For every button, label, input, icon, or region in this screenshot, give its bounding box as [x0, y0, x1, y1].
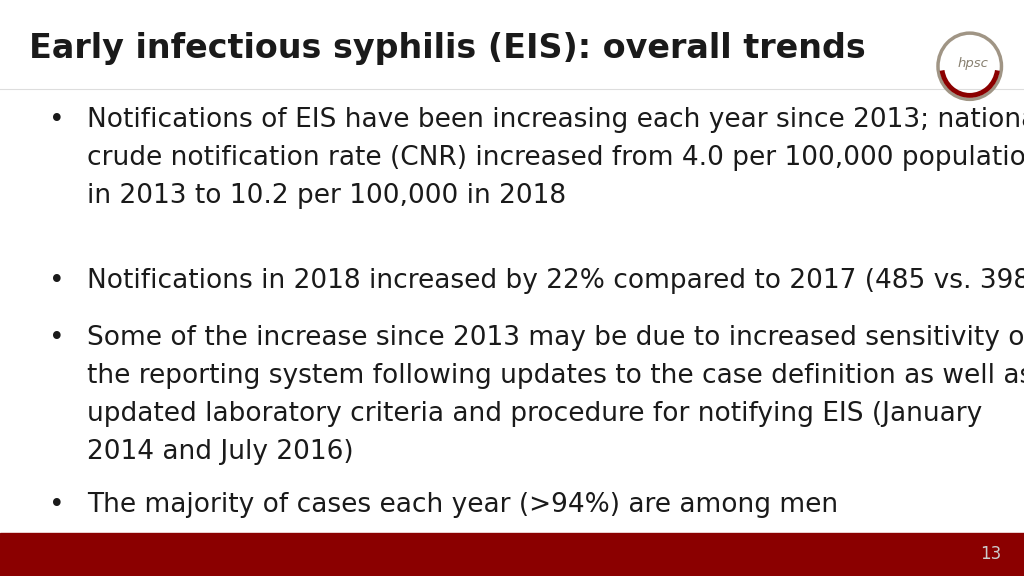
Text: •: •: [48, 492, 65, 518]
Bar: [0, 533, 1024, 576]
Text: The majority of cases each year (>94%) are among men: The majority of cases each year (>94%) a…: [87, 492, 839, 518]
Text: 13: 13: [980, 545, 1001, 563]
Text: in 2013 to 10.2 per 100,000 in 2018: in 2013 to 10.2 per 100,000 in 2018: [87, 183, 566, 209]
Text: Some of the increase since 2013 may be due to increased sensitivity of: Some of the increase since 2013 may be d…: [87, 325, 1024, 351]
Text: the reporting system following updates to the case definition as well as: the reporting system following updates t…: [87, 363, 1024, 389]
Text: Early infectious syphilis (EIS): overall trends: Early infectious syphilis (EIS): overall…: [29, 32, 865, 65]
Text: Notifications in 2018 increased by 22% compared to 2017 (485 vs. 398): Notifications in 2018 increased by 22% c…: [87, 268, 1024, 294]
Text: 2014 and July 2016): 2014 and July 2016): [87, 439, 353, 465]
Text: •: •: [48, 325, 65, 351]
Text: updated laboratory criteria and procedure for notifying EIS (January: updated laboratory criteria and procedur…: [87, 401, 982, 427]
Text: •: •: [48, 107, 65, 132]
Text: crude notification rate (CNR) increased from 4.0 per 100,000 population: crude notification rate (CNR) increased …: [87, 145, 1024, 170]
Text: Notifications of EIS have been increasing each year since 2013; national: Notifications of EIS have been increasin…: [87, 107, 1024, 132]
Text: hpsc: hpsc: [957, 57, 988, 70]
Text: •: •: [48, 268, 65, 294]
